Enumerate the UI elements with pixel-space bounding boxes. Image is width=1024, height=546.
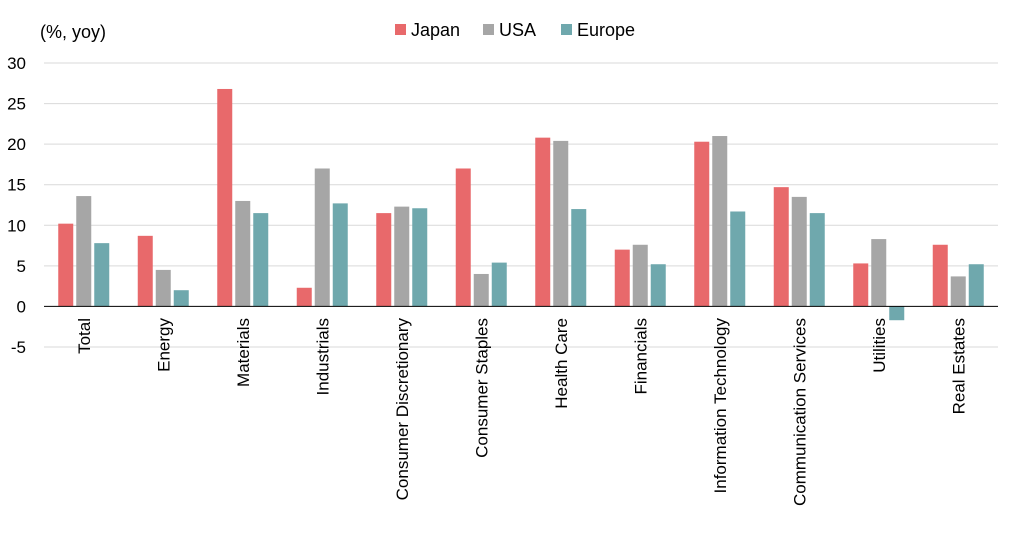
bar-europe [332,203,348,307]
bar-japan [535,137,551,307]
category-label: Consumer Discretionary [393,318,412,501]
y-tick-label: 25 [7,95,26,114]
bar-usa [871,239,887,307]
category-labels: Total Energy Materials Industrials Consumer … [75,318,969,507]
bar-europe [889,306,905,321]
category-label: Industrials [313,318,332,395]
legend-swatch-japan [395,24,406,35]
legend-swatch-europe [561,24,572,35]
bar-usa [791,196,807,307]
y-tick-label: -5 [11,338,26,357]
legend-label-japan: Japan [411,20,460,40]
bar-usa [712,136,728,307]
bars [58,88,984,321]
bar-japan [694,141,710,307]
bar-europe [412,208,428,307]
bar-usa [950,276,966,307]
bar-japan [296,287,312,307]
bar-europe [571,209,587,307]
category-label: Materials [234,318,253,387]
category-label: Health Care [552,318,571,409]
legend: Japan USA Europe [395,20,635,40]
bar-europe [94,243,110,307]
gridlines [44,62,998,348]
bar-usa [235,200,251,307]
category-label: Real Estates [949,318,968,414]
bar-usa [314,168,330,307]
bar-japan [217,88,233,307]
bar-japan [932,244,948,307]
category-label: Information Technology [711,318,730,494]
y-axis-unit-label: (%, yoy) [40,22,106,42]
legend-swatch-usa [483,24,494,35]
bar-usa [473,273,489,307]
y-tick-label: 5 [17,257,26,276]
legend-label-europe: Europe [577,20,635,40]
bar-usa [155,269,171,307]
bar-usa [394,206,410,307]
bar-japan [58,223,74,307]
category-label: Total [75,318,94,354]
bar-japan [773,187,789,307]
y-axis-ticks: -5 0 5 10 15 20 25 30 [7,54,26,357]
category-label: Financials [631,318,650,395]
bar-europe [650,264,666,307]
bar-japan [853,263,869,307]
category-label: Utilities [870,318,889,373]
bar-japan [137,235,153,307]
category-label: Energy [154,318,173,372]
bar-europe [173,290,189,307]
bar-usa [553,140,569,307]
y-tick-label: 15 [7,176,26,195]
bar-japan [455,168,471,307]
bar-europe [491,262,507,307]
bar-europe [809,213,825,307]
y-tick-label: 30 [7,54,26,73]
bar-europe [968,264,984,307]
bar-japan [614,249,630,307]
category-label: Consumer Staples [472,318,491,458]
bar-usa [632,244,648,307]
bar-europe [730,211,746,307]
bar-japan [376,213,392,307]
y-tick-label: 10 [7,216,26,235]
y-tick-label: 20 [7,135,26,154]
category-label: Communication Services [790,318,809,506]
legend-label-usa: USA [499,20,536,40]
y-tick-label: 0 [17,297,26,316]
bar-usa [76,196,92,307]
bar-europe [253,213,269,307]
